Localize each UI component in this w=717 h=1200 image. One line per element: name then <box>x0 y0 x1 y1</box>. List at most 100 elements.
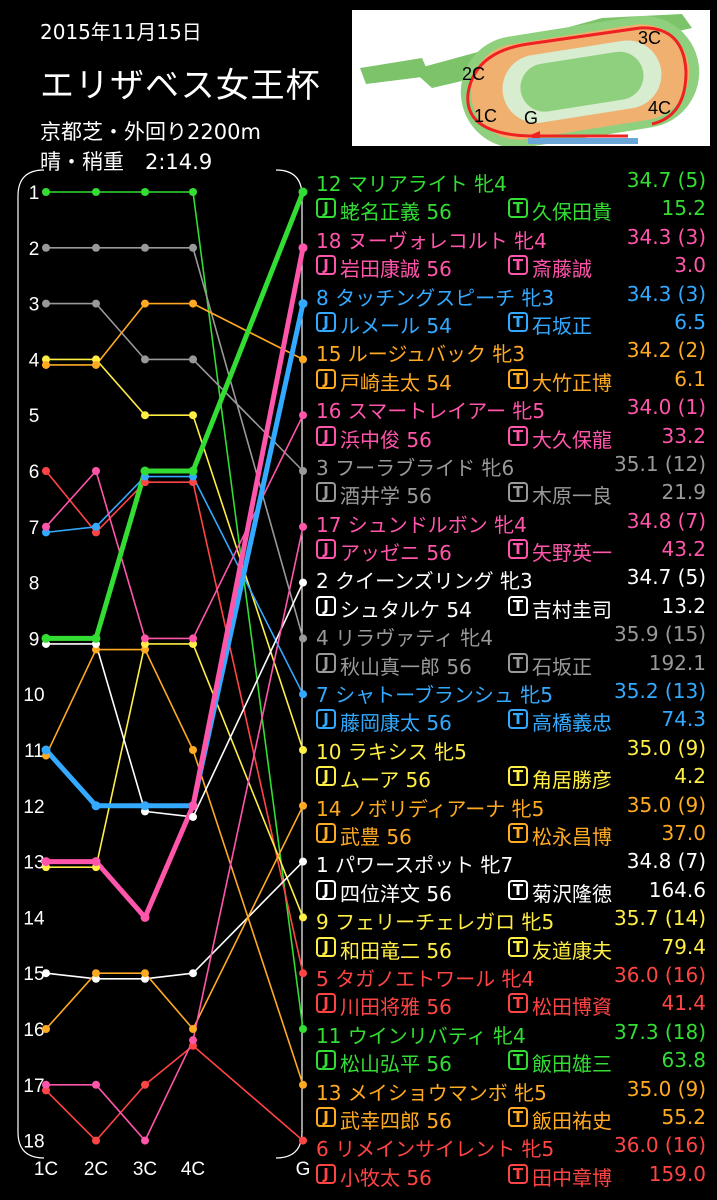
series-line <box>45 475 304 695</box>
jockey-name: 岩田康誠 56 <box>340 257 452 282</box>
series-point <box>141 974 149 983</box>
result-horse-row: 5 タガノエトワール 牝4 36.0 (16) <box>312 961 712 991</box>
horse-name: 13 メイショウマンボ 牝5 <box>316 1080 547 1105</box>
map-infield <box>520 51 644 112</box>
jockey-badge: J <box>316 425 336 446</box>
x-tick-label: G <box>296 1159 311 1180</box>
result-horse-row: 2 クイーンズリング 牝3 34.7 (5) <box>312 563 712 593</box>
y-tick-label: 17 <box>23 1076 44 1097</box>
series-point <box>189 634 197 643</box>
jockey-name: 川田将雅 56 <box>340 995 452 1020</box>
series-line <box>45 470 304 974</box>
weather-condition: 晴・稍重 2:14.9 <box>40 150 213 174</box>
series-point <box>299 913 307 922</box>
result-horse-row: 13 メイショウマンボ 牝5 35.0 (9) <box>312 1075 712 1105</box>
series-point <box>92 467 100 475</box>
map-left-grass <box>360 58 430 84</box>
last-3f-time: 35.0 (9) <box>626 735 706 760</box>
result-staff-row: J 小牧太 56 T 田中章博 159.0 <box>312 1160 712 1190</box>
series-point <box>141 1136 149 1145</box>
trainer-name: 松田博資 <box>532 995 612 1020</box>
course-map: 3C 2C 1C G 4C <box>352 10 710 146</box>
result-staff-row: J 武豊 56 T 松永昌博 37.0 <box>312 819 712 849</box>
series-point <box>92 243 100 252</box>
series-point <box>189 355 197 364</box>
result-horse-row: 11 ウインリバティ 牝4 37.3 (18) <box>312 1018 712 1048</box>
map-label-1c: 1C <box>474 106 497 126</box>
trainer-name: 松永昌博 <box>532 824 612 849</box>
odds: 41.4 <box>661 991 706 1016</box>
jockey-name: 戸崎圭太 54 <box>340 370 452 395</box>
result-staff-row: J 酒井学 56 T 木原一良 21.9 <box>312 478 712 508</box>
series-point <box>42 969 50 978</box>
series-point <box>298 243 308 253</box>
result-horse-row: 15 ルージュバック 牝3 34.2 (2) <box>312 336 712 366</box>
last-3f-time: 35.0 (9) <box>626 792 706 817</box>
series-point <box>91 633 101 643</box>
jockey-name: 小牧太 56 <box>340 1165 432 1190</box>
result-staff-row: J 松山弘平 56 T 飯田雄三 63.8 <box>312 1046 712 1076</box>
jockey-name: シュタルケ 54 <box>340 597 472 622</box>
series-point <box>92 188 100 196</box>
series-point <box>141 1080 149 1089</box>
jockey-name: アッゼニ 56 <box>340 541 452 566</box>
odds: 6.1 <box>674 366 706 391</box>
y-tick-label: 12 <box>23 797 44 818</box>
last-3f-time: 34.3 (3) <box>626 281 706 306</box>
series-point <box>92 299 100 308</box>
series-point <box>42 188 50 196</box>
series-point <box>299 578 307 587</box>
horse-name: 5 タガノエトワール 牝4 <box>316 966 535 991</box>
series-point <box>41 745 51 755</box>
last-3f-time: 35.9 (15) <box>614 622 706 647</box>
trainer-name: 菊沢隆徳 <box>532 881 612 906</box>
last-3f-time: 35.0 (9) <box>626 1076 706 1101</box>
series-point <box>189 188 197 196</box>
series-line <box>46 643 304 918</box>
series-point <box>299 634 307 643</box>
series-point <box>189 746 197 754</box>
odds: 33.2 <box>661 423 706 448</box>
jockey-badge: J <box>316 822 336 843</box>
y-tick-label: 14 <box>23 908 45 929</box>
trainer-badge: T <box>508 425 528 446</box>
series-point <box>189 1041 197 1050</box>
result-staff-row: J 四位洋文 56 T 菊沢隆徳 164.6 <box>312 876 712 906</box>
result-horse-row: 14 ノボリディアーナ 牝5 35.0 (9) <box>312 791 712 821</box>
trainer-badge: T <box>508 255 528 276</box>
jockey-name: 武幸四郎 56 <box>340 1108 452 1133</box>
series-point <box>299 1080 307 1089</box>
result-staff-row: J シュタルケ 54 T 吉村圭司 13.2 <box>312 592 712 622</box>
result-horse-row: 8 タッチングスピーチ 牝3 34.3 (3) <box>312 280 712 310</box>
last-3f-time: 35.1 (12) <box>614 451 706 476</box>
odds: 164.6 <box>648 877 706 902</box>
series-point <box>42 360 50 369</box>
odds: 4.2 <box>674 764 706 789</box>
jockey-badge: J <box>316 766 336 787</box>
jockey-badge: J <box>316 652 336 673</box>
series-point <box>42 299 50 308</box>
odds: 13.2 <box>661 593 706 618</box>
trainer-name: 石坂正 <box>532 313 592 338</box>
trainer-name: 大竹正博 <box>532 370 612 395</box>
series-point <box>299 746 307 754</box>
trainer-badge: T <box>508 766 528 787</box>
y-tick-label: 5 <box>29 406 40 427</box>
series-points <box>41 187 308 1145</box>
trainer-badge: T <box>508 993 528 1014</box>
y-tick-label: 13 <box>23 853 44 874</box>
horse-name: 10 ラキシス 牝5 <box>316 739 467 764</box>
result-horse-row: 9 フェリーチェレガロ 牝5 35.7 (14) <box>312 904 712 934</box>
odds: 192.1 <box>648 650 706 675</box>
result-horse-row: 1 パワースポット 牝7 34.8 (7) <box>312 847 712 877</box>
trainer-badge: T <box>508 1050 528 1071</box>
series-point <box>189 411 197 420</box>
x-tick-label: 2C <box>84 1159 108 1180</box>
trainer-name: 久保田貴 <box>532 200 612 225</box>
map-label-3c: 3C <box>638 28 661 48</box>
series-point <box>141 969 149 978</box>
odds: 159.0 <box>648 1161 706 1186</box>
jockey-name: 秋山真一郎 56 <box>340 654 472 679</box>
series-point <box>299 411 307 420</box>
jockey-name: 武豊 56 <box>340 824 412 849</box>
